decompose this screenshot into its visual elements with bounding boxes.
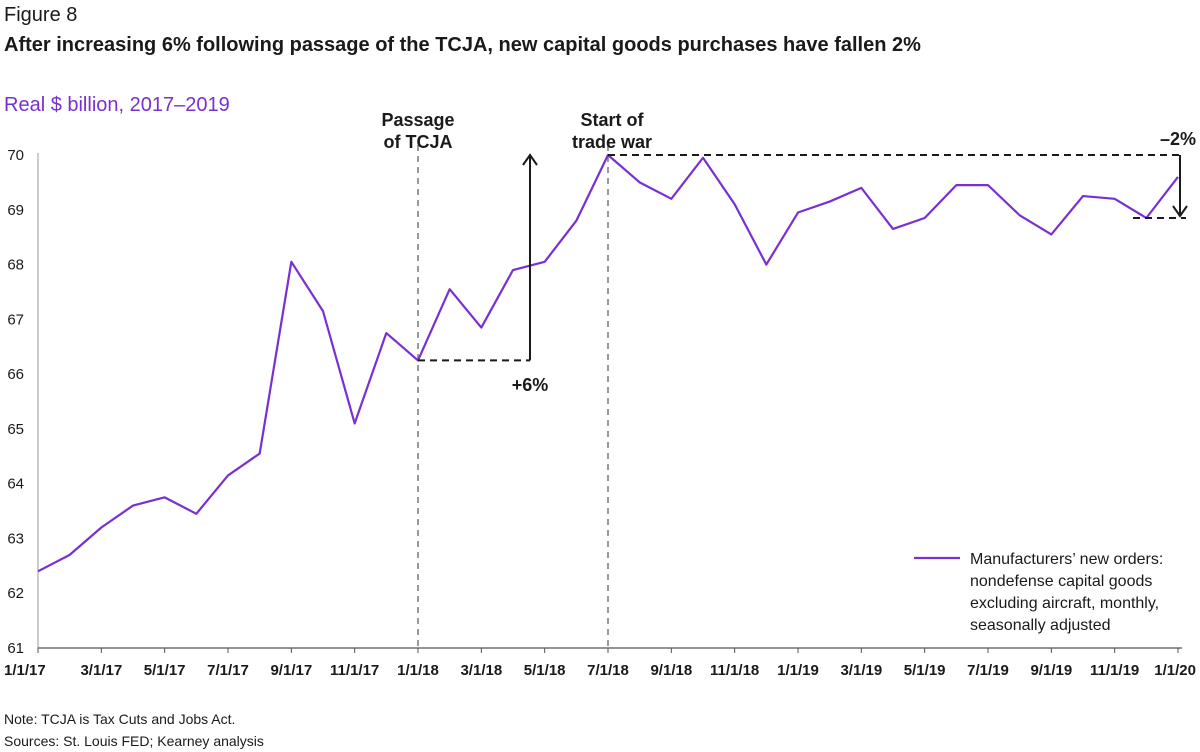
trade-war-annotation-label: trade war — [572, 132, 652, 152]
x-tick-label: 7/1/19 — [967, 662, 1009, 679]
y-tick-label: 62 — [7, 585, 24, 602]
y-tick-label: 65 — [7, 421, 24, 438]
y-axis-ticks: 61 62 63 64 65 66 67 68 69 70 — [7, 147, 24, 657]
x-tick-label: 3/1/19 — [840, 662, 882, 679]
y-unit-label: Real $ billion, 2017–2019 — [4, 94, 230, 116]
x-tick-label: 3/1/17 — [80, 662, 122, 679]
y-tick-label: 63 — [7, 530, 24, 547]
x-tick-label: 7/1/18 — [587, 662, 629, 679]
tcja-annotation-label: of TCJA — [384, 132, 453, 152]
decrease-arrow-head — [1172, 205, 1188, 218]
x-tick-label: 1/1/18 — [397, 662, 439, 679]
x-tick-label: 11/1/17 — [330, 662, 379, 679]
y-tick-label: 67 — [7, 311, 24, 328]
tcja-annotation-label: Passage — [381, 110, 454, 130]
x-tick-label: 11/1/19 — [1090, 662, 1139, 679]
reference-lines — [417, 145, 609, 648]
y-tick-label: 64 — [7, 476, 24, 493]
x-axis-ticks: 1/1/17 3/1/17 5/1/17 7/1/17 9/1/17 11/1/17 1/1… — [4, 648, 1196, 679]
y-tick-label: 61 — [7, 640, 24, 657]
sources-text: Sources: St. Louis FED; Kearney analysis — [4, 733, 264, 749]
axes — [37, 153, 1182, 649]
y-tick-label: 66 — [7, 366, 24, 383]
x-tick-label: 3/1/18 — [460, 662, 502, 679]
x-tick-label: 1/1/20 — [1154, 662, 1196, 679]
footnotes: Note: TCJA is Tax Cuts and Jobs Act. Sou… — [4, 708, 264, 752]
legend-label: Manufacturers’ new orders: nondefense cap… — [970, 551, 1163, 634]
y-tick-label: 69 — [7, 202, 24, 219]
y-tick-label: 68 — [7, 257, 24, 274]
increase-label: +6% — [512, 375, 549, 395]
figure-label: Figure 8 — [4, 4, 78, 26]
legend: Manufacturers’ new orders: nondefense cap… — [914, 551, 1163, 634]
x-tick-label: 1/1/19 — [777, 662, 819, 679]
x-tick-label: 1/1/17 — [4, 662, 46, 679]
x-tick-label: 7/1/17 — [207, 662, 249, 679]
x-tick-label: 5/1/18 — [524, 662, 566, 679]
chart-title: After increasing 6% following passage of… — [4, 34, 921, 56]
x-tick-label: 9/1/17 — [270, 662, 312, 679]
x-tick-label: 5/1/19 — [904, 662, 946, 679]
decrease-label: –2% — [1160, 129, 1196, 149]
trade-war-annotation-label: Start of — [581, 110, 645, 130]
x-tick-label: 9/1/18 — [650, 662, 692, 679]
increase-arrow-head — [522, 153, 538, 166]
note-text: Note: TCJA is Tax Cuts and Jobs Act. — [4, 711, 236, 727]
x-tick-label: 11/1/18 — [710, 662, 759, 679]
x-tick-label: 9/1/19 — [1030, 662, 1072, 679]
y-tick-label: 70 — [7, 147, 24, 164]
x-tick-label: 5/1/17 — [144, 662, 186, 679]
